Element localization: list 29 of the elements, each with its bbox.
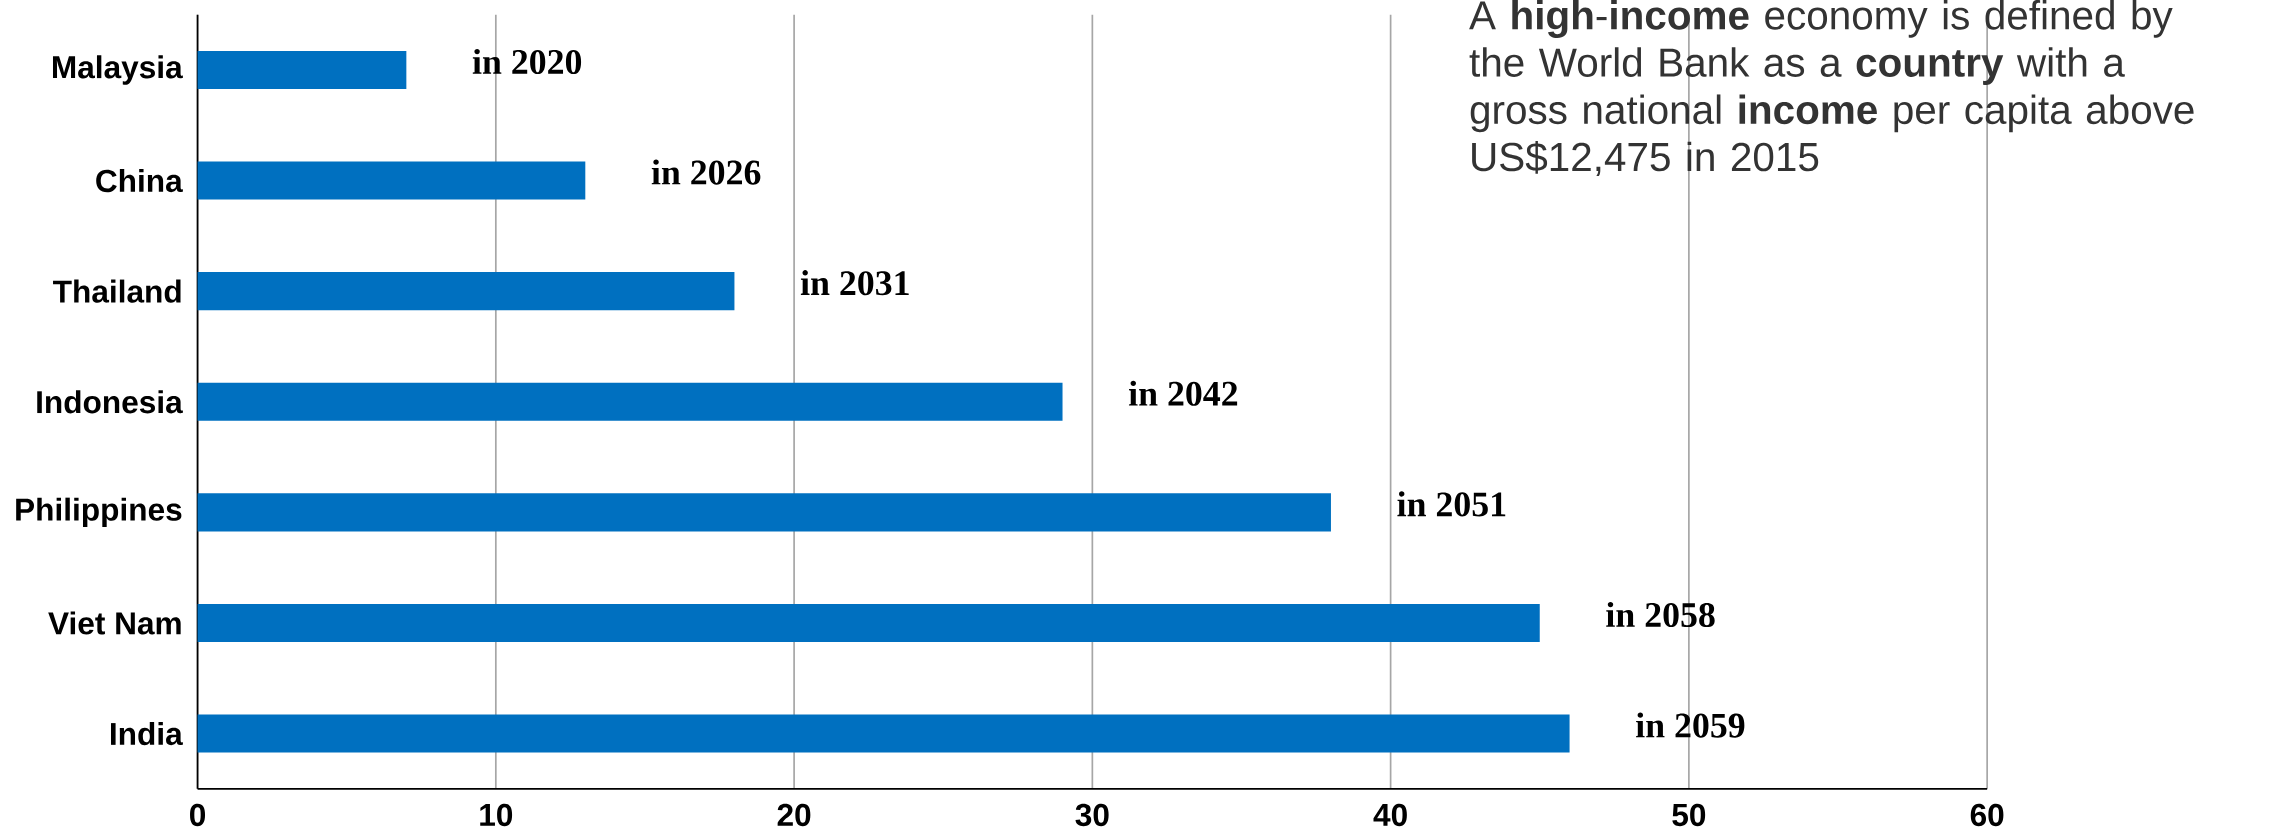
data-label: in 2031 [800, 269, 909, 296]
x-tick-label: 50 [1672, 803, 1706, 827]
bar [197, 161, 586, 200]
text: A high-income economy is defined by the World Bank as a country with a gross national income per capita above US$12,475 in 2015 [1469, 0, 2194, 177]
bar [197, 50, 407, 89]
y-tick-label: Indonesia [37, 390, 183, 414]
bar [197, 382, 1063, 421]
data-label: in 2051 [1397, 491, 1506, 517]
bar [197, 603, 1540, 642]
x-tick-label: 20 [777, 803, 811, 827]
bar [197, 493, 1331, 532]
data-label: in 2058 [1606, 601, 1715, 627]
x-tick-label: 0 [190, 803, 206, 827]
y-tick-label: China [96, 168, 183, 193]
data-label: in 2059 [1636, 712, 1745, 738]
x-tick-label: 30 [1075, 803, 1109, 827]
y-tick-label: Malaysia [52, 55, 183, 85]
data-label: in 2020 [472, 48, 582, 74]
x-tick-label: 60 [1970, 803, 2004, 827]
y-tick-label: Philippines [16, 497, 182, 527]
data-label: in 2026 [651, 159, 761, 185]
bar [197, 272, 735, 311]
y-tick-label: Viet Nam [48, 611, 181, 635]
data-label: in 2042 [1128, 380, 1238, 406]
bar [197, 714, 1570, 753]
x-tick-label: 40 [1373, 803, 1407, 827]
y-tick-label: India [111, 721, 183, 746]
y-tick-label: Thailand [53, 279, 181, 303]
x-tick-label: 10 [480, 803, 513, 827]
